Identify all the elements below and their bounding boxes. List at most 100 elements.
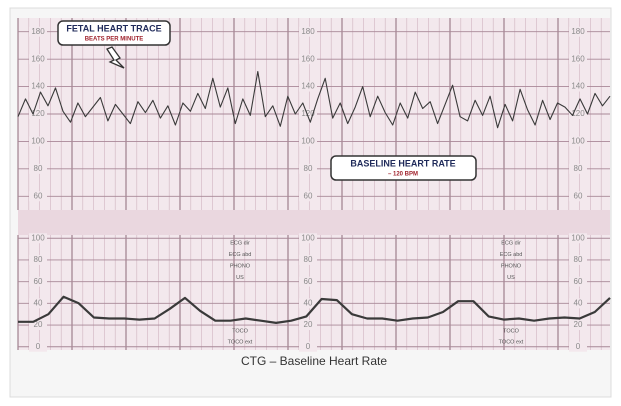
y-tick-label: 80 bbox=[34, 255, 43, 264]
plot-background bbox=[18, 235, 610, 350]
tick-label-bg bbox=[569, 81, 587, 92]
tick-label-bg bbox=[299, 81, 317, 92]
y-tick-label: 60 bbox=[304, 191, 313, 200]
y-tick-label: 40 bbox=[34, 298, 43, 307]
y-tick-label: 100 bbox=[31, 233, 45, 242]
tick-label-bg bbox=[299, 276, 317, 287]
tick-label-bg bbox=[29, 233, 47, 244]
y-tick-label: 100 bbox=[571, 137, 585, 146]
y-tick-label: 60 bbox=[574, 191, 583, 200]
annotation-box bbox=[57, 20, 171, 46]
y-tick-label: 100 bbox=[301, 137, 315, 146]
y-tick-label: 160 bbox=[301, 54, 315, 63]
channel-label: PHONO bbox=[230, 263, 251, 269]
tick-label-bg bbox=[29, 109, 47, 119]
channel-label: PHONO bbox=[501, 263, 522, 269]
tick-label-bg bbox=[299, 26, 317, 37]
tick-label-bg bbox=[569, 276, 587, 287]
channel-label: ECG abd bbox=[500, 252, 523, 258]
channel-label: US bbox=[236, 275, 244, 281]
ctg-chart: 60 60 60 80 80 80 100 100 100 120 120 120 140 140 140 1… bbox=[17, 18, 611, 352]
tick-label-bg bbox=[569, 191, 587, 202]
tick-label-bg bbox=[569, 233, 587, 244]
tick-label-bg bbox=[29, 26, 47, 37]
y-tick-label: 100 bbox=[301, 233, 315, 242]
separator-band bbox=[18, 210, 610, 235]
tick-label-bg bbox=[299, 191, 317, 202]
y-tick-label: 160 bbox=[571, 54, 585, 63]
channel-label: TOCO ext bbox=[499, 339, 524, 345]
tick-label-bg bbox=[29, 81, 47, 92]
tick-label-bg bbox=[29, 163, 47, 174]
trace bbox=[17, 70, 611, 129]
tick-label-bg bbox=[29, 276, 47, 287]
y-tick-label: 80 bbox=[304, 255, 313, 264]
tick-label-bg bbox=[29, 254, 47, 265]
tick-label-bg bbox=[29, 298, 47, 309]
tick-label-bg bbox=[29, 341, 47, 352]
y-tick-label: 180 bbox=[571, 27, 585, 36]
tick-label-bg bbox=[299, 54, 317, 65]
y-tick-label: 60 bbox=[34, 277, 43, 286]
tick-label-bg bbox=[569, 298, 587, 309]
y-tick-label: 20 bbox=[574, 320, 583, 329]
channel-label: TOCO bbox=[232, 328, 249, 334]
channel-label: ECG abd bbox=[229, 252, 252, 258]
tick-label-bg bbox=[569, 341, 587, 352]
y-tick-label: 0 bbox=[36, 342, 41, 351]
tick-label-bg bbox=[29, 54, 47, 65]
tick-label-bg bbox=[569, 54, 587, 65]
caption: CTG – Baseline Heart Rate bbox=[241, 354, 387, 368]
y-tick-label: 60 bbox=[304, 277, 313, 286]
channel-label: ECG dir bbox=[230, 240, 250, 246]
y-tick-label: 140 bbox=[571, 82, 585, 91]
tick-label-bg bbox=[299, 341, 317, 352]
tick-label-bg bbox=[29, 136, 47, 147]
y-tick-label: 140 bbox=[31, 82, 45, 91]
tick-label-bg bbox=[299, 320, 317, 331]
trace bbox=[18, 295, 611, 324]
annotations: FETAL HEART TRACE BEATS PER MINUTE BASEL… bbox=[57, 20, 477, 181]
tick-label-bg bbox=[299, 136, 317, 147]
tick-label-bg bbox=[299, 163, 317, 174]
y-tick-label: 180 bbox=[31, 27, 45, 36]
arrow bbox=[106, 46, 125, 69]
y-tick-label: 80 bbox=[34, 164, 43, 173]
annotation: BASELINE HEART RATE bbox=[350, 158, 455, 168]
tick-label-bg bbox=[569, 109, 587, 119]
y-tick-label: 80 bbox=[574, 164, 583, 173]
y-tick-label: 0 bbox=[306, 342, 311, 351]
y-tick-label: 80 bbox=[574, 255, 583, 264]
y-tick-label: 80 bbox=[304, 164, 313, 173]
y-tick-label: 100 bbox=[571, 233, 585, 242]
tick-label-bg bbox=[569, 163, 587, 174]
tick-label-bg bbox=[569, 136, 587, 147]
tick-label-bg bbox=[29, 191, 47, 202]
y-tick-label: 120 bbox=[301, 109, 315, 118]
y-tick-label: 140 bbox=[301, 82, 315, 91]
y-tick-label: 120 bbox=[31, 109, 45, 118]
tick-label-bg bbox=[569, 320, 587, 331]
tick-label-bg bbox=[569, 26, 587, 37]
annotation-box bbox=[330, 155, 477, 181]
y-tick-label: 60 bbox=[574, 277, 583, 286]
y-tick-label: 160 bbox=[31, 54, 45, 63]
annotation: BEATS PER MINUTE bbox=[85, 37, 144, 43]
y-tick-label: 120 bbox=[571, 109, 585, 118]
channel-label: ECG dir bbox=[501, 240, 521, 246]
tick-label-bg bbox=[299, 298, 317, 309]
tick-label-bg bbox=[299, 233, 317, 244]
tick-label-bg bbox=[29, 320, 47, 331]
y-tick-label: 100 bbox=[31, 137, 45, 146]
channel-label: TOCO bbox=[503, 328, 520, 334]
y-tick-label: 40 bbox=[574, 298, 583, 307]
y-tick-label: 180 bbox=[301, 27, 315, 36]
tick-label-bg bbox=[299, 109, 317, 119]
y-tick-label: 20 bbox=[34, 320, 43, 329]
tick-label-bg bbox=[299, 254, 317, 265]
channel-label: US bbox=[507, 275, 515, 281]
tick-label-bg bbox=[569, 254, 587, 265]
y-tick-label: 20 bbox=[304, 320, 313, 329]
